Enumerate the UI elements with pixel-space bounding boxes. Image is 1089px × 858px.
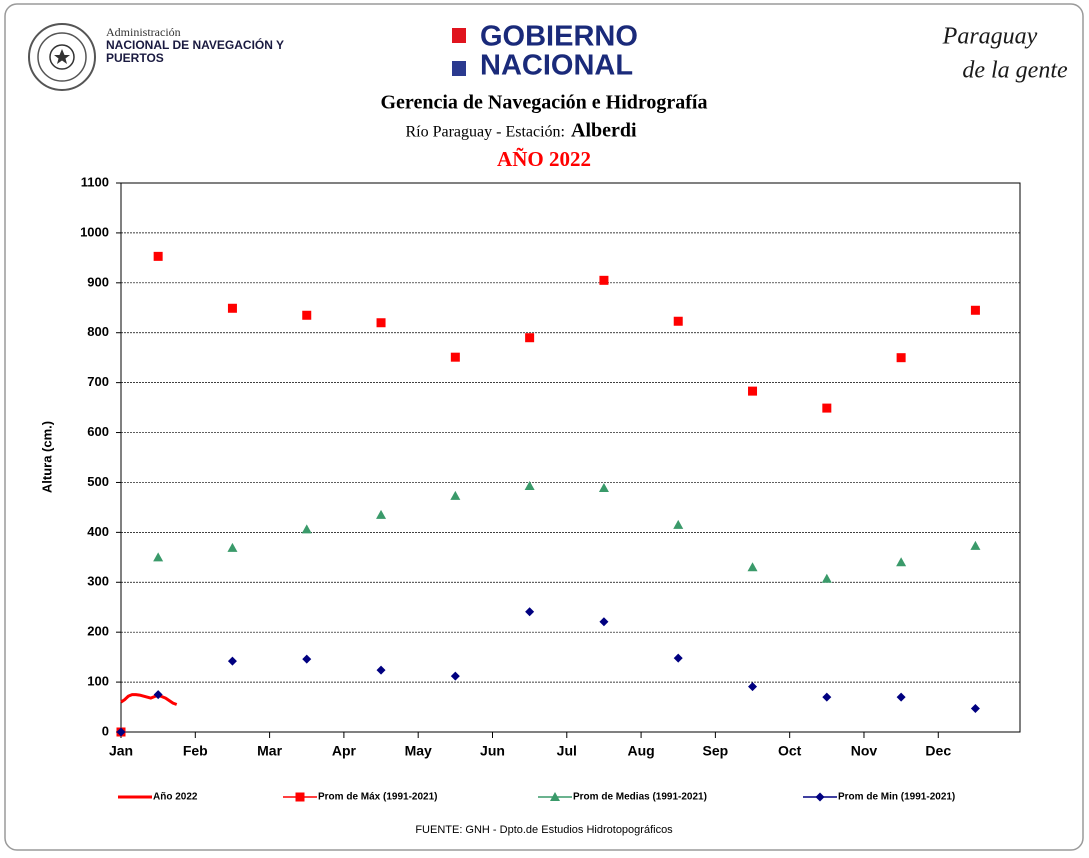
- y-tick-label: 800: [87, 324, 109, 339]
- point: [821, 573, 832, 583]
- gov-icon: [452, 61, 466, 76]
- point: [525, 607, 535, 617]
- y-tick-label: 1100: [81, 174, 109, 189]
- y-tick-label: 200: [87, 624, 109, 639]
- point: [970, 305, 980, 315]
- y-tick-label: 300: [87, 574, 109, 589]
- admin-line: NACIONAL DE NAVEGACIÓN Y: [106, 37, 284, 52]
- y-tick-label: 900: [87, 274, 109, 289]
- seal: [28, 23, 96, 91]
- x-tick-label: Aug: [627, 743, 654, 759]
- x-tick-label: Jan: [109, 743, 133, 759]
- x-tick-label: Dec: [925, 743, 951, 759]
- point: [376, 509, 387, 519]
- y-tick-label: 100: [87, 674, 109, 689]
- y-tick-label: 0: [102, 723, 109, 738]
- legend-label: Prom de Medias (1991-2021): [573, 792, 707, 803]
- point: [970, 704, 980, 714]
- page-frame: [4, 3, 1084, 851]
- y-tick-label: 700: [87, 374, 109, 389]
- point: [896, 353, 906, 363]
- point: [153, 251, 163, 261]
- plot-frame: [120, 182, 1021, 733]
- point: [525, 333, 535, 343]
- y-tick-label: 500: [87, 474, 109, 489]
- point: [153, 552, 164, 562]
- point: [376, 318, 386, 328]
- gov-icon: [452, 28, 466, 43]
- point: [450, 490, 461, 500]
- point: [302, 654, 312, 664]
- point: [376, 665, 386, 675]
- x-tick-label: Nov: [851, 743, 878, 759]
- point: [673, 316, 683, 326]
- point: [599, 617, 609, 627]
- admin-line: PUERTOS: [106, 51, 164, 65]
- x-tick-label: Sep: [703, 743, 729, 759]
- point: [116, 727, 126, 737]
- point: [822, 692, 832, 702]
- chart-title: Gerencia de Navegación e Hidrografía: [381, 92, 708, 114]
- x-tick-label: Feb: [183, 743, 208, 759]
- y-tick-label: 1000: [80, 224, 109, 239]
- year-label: AÑO 2022: [497, 147, 591, 171]
- legend-label: Prom de Máx (1991-2021): [318, 792, 438, 803]
- point: [598, 482, 609, 492]
- x-tick-label: Apr: [332, 743, 357, 759]
- point: [970, 540, 981, 550]
- point: [153, 690, 163, 700]
- point: [450, 352, 460, 362]
- gov-line: GOBIERNO: [480, 21, 638, 53]
- legend-label: Año 2022: [153, 792, 198, 803]
- point: [599, 275, 609, 285]
- point: [896, 692, 906, 702]
- slogan: de la gente: [962, 58, 1068, 84]
- point: [227, 303, 237, 313]
- point: [896, 557, 907, 567]
- x-tick-label: Oct: [778, 743, 802, 759]
- legend-marker: [815, 792, 825, 802]
- point: [747, 562, 758, 572]
- point: [227, 542, 238, 552]
- point: [302, 310, 312, 320]
- station-name: Alberdi: [571, 120, 637, 142]
- point: [748, 386, 758, 396]
- point: [822, 403, 832, 413]
- x-tick-label: Mar: [257, 743, 282, 759]
- source-note: FUENTE: GNH - Dpto.de Estudios Hidrotopo…: [415, 824, 673, 836]
- chart-subtitle: Río Paraguay - Estación:: [405, 124, 565, 141]
- slogan: Paraguay: [942, 24, 1038, 50]
- y-tick-label: 400: [87, 524, 109, 539]
- x-tick-label: Jun: [480, 743, 505, 759]
- gov-line: NACIONAL: [480, 50, 633, 82]
- point: [673, 653, 683, 663]
- point: [301, 524, 312, 534]
- series-line: [120, 693, 178, 706]
- point: [673, 519, 684, 529]
- legend-marker: [295, 792, 305, 802]
- x-tick-label: Jul: [557, 743, 577, 759]
- point: [524, 480, 535, 490]
- y-tick-label: 600: [87, 424, 109, 439]
- y-axis-title: Altura (cm.): [39, 421, 54, 493]
- point: [748, 682, 758, 692]
- point: [227, 656, 237, 666]
- x-tick-label: May: [405, 743, 432, 759]
- legend-marker: [550, 792, 560, 801]
- legend-label: Prom de Min (1991-2021): [838, 792, 955, 803]
- admin-line: Administración: [106, 25, 181, 39]
- point: [450, 671, 460, 681]
